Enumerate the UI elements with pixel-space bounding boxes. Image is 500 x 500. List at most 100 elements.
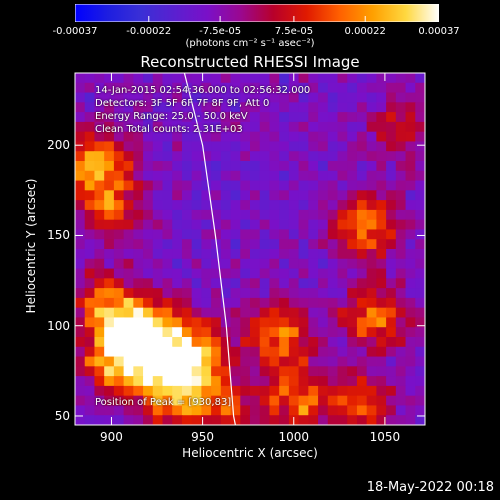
heatmap-cell: [211, 151, 222, 162]
heatmap-cell: [356, 141, 368, 152]
heatmap-cell: [230, 405, 241, 416]
heatmap-cell: [181, 385, 193, 397]
heatmap-cell: [259, 346, 271, 358]
heatmap-cell: [191, 219, 202, 231]
heatmap-cell: [201, 366, 212, 377]
heatmap-cell: [298, 151, 309, 162]
heatmap-cell: [386, 346, 397, 358]
heatmap-cell: [386, 258, 397, 270]
heatmap-cell: [75, 190, 86, 201]
heatmap-cell: [386, 190, 397, 201]
heatmap-cell: [104, 346, 115, 358]
heatmap-cell: [152, 200, 164, 211]
heatmap-cell: [318, 356, 329, 367]
heatmap-cell: [405, 141, 416, 152]
heatmap-cell: [152, 161, 164, 172]
heatmap-cell: [288, 307, 300, 319]
heatmap-cell: [104, 317, 115, 328]
heatmap-cell: [279, 219, 290, 231]
heatmap-cell: [162, 112, 173, 123]
heatmap-cell: [405, 112, 416, 123]
heatmap-cell: [240, 190, 251, 201]
heatmap-cell: [84, 385, 96, 397]
heatmap-cell: [133, 278, 144, 289]
heatmap-cell: [269, 170, 280, 182]
heatmap-cell: [143, 327, 154, 338]
heatmap-cell: [405, 415, 416, 425]
heatmap-cell: [366, 297, 377, 309]
heatmap-cell: [172, 141, 183, 152]
heatmap-cell: [405, 327, 416, 338]
heatmap-cell: [123, 268, 134, 279]
heatmap-cell: [386, 376, 397, 387]
heatmap-cell: [240, 356, 251, 367]
heatmap-cell: [143, 297, 154, 309]
heatmap-cell: [347, 327, 358, 338]
heatmap-cell: [201, 337, 212, 348]
heatmap-cell: [220, 307, 232, 319]
heatmap-cell: [211, 161, 222, 172]
heatmap-cell: [94, 337, 105, 348]
heatmap-cell: [104, 209, 115, 221]
heatmap-cell: [259, 73, 271, 84]
heatmap-cell: [230, 366, 241, 377]
heatmap-cell: [123, 151, 134, 162]
heatmap-cell: [269, 327, 280, 338]
heatmap-cell: [347, 258, 358, 270]
heatmap-cell: [230, 288, 241, 299]
heatmap-cell: [318, 268, 329, 279]
heatmap-cell: [133, 219, 144, 231]
heatmap-cell: [162, 73, 173, 84]
heatmap-cell: [318, 249, 329, 260]
heatmap-cell: [211, 297, 222, 309]
heatmap-cell: [356, 102, 368, 113]
heatmap-cell: [133, 405, 144, 416]
heatmap-cell: [288, 161, 300, 172]
heatmap-cell: [318, 239, 329, 250]
heatmap-cell: [94, 180, 105, 191]
heatmap-cell: [250, 82, 261, 94]
heatmap-cell: [347, 180, 358, 191]
heatmap-cell: [250, 395, 261, 407]
heatmap-cell: [347, 200, 358, 211]
heatmap-cell: [337, 170, 348, 182]
heatmap-cell: [250, 405, 261, 416]
heatmap-cell: [415, 278, 425, 289]
heatmap-cell: [113, 92, 125, 103]
heatmap-cell: [211, 121, 222, 133]
heatmap-cell: [191, 121, 202, 133]
heatmap-cell: [181, 346, 193, 358]
heatmap-cell: [172, 102, 183, 113]
heatmap-cell: [181, 82, 193, 94]
heatmap-cell: [395, 229, 407, 240]
heatmap-cell: [308, 297, 319, 309]
heatmap-cell: [220, 376, 232, 387]
heatmap-cell: [104, 131, 115, 143]
heatmap-cell: [133, 288, 144, 299]
heatmap-cell: [230, 385, 241, 397]
x-tick-label: 900: [100, 430, 123, 444]
heatmap-cell: [172, 121, 183, 133]
heatmap-cell: [366, 278, 377, 289]
heatmap-cell: [386, 366, 397, 377]
heatmap-cell: [113, 307, 125, 319]
heatmap-cell: [376, 151, 387, 162]
heatmap-cell: [201, 131, 212, 143]
heatmap-cell: [84, 395, 96, 407]
heatmap-cell: [75, 297, 86, 309]
heatmap-cell: [308, 161, 319, 172]
heatmap-cell: [230, 356, 241, 367]
heatmap-cell: [405, 366, 416, 377]
heatmap-cell: [94, 92, 105, 103]
heatmap-cell: [337, 395, 348, 407]
heatmap-cell: [288, 190, 300, 201]
heatmap-cell: [318, 278, 329, 289]
heatmap-cell: [337, 200, 348, 211]
heatmap-cell: [104, 73, 115, 84]
heatmap-cell: [181, 180, 193, 191]
heatmap-cell: [113, 151, 125, 162]
heatmap-cell: [376, 190, 387, 201]
heatmap-cell: [279, 415, 290, 425]
heatmap-cell: [162, 327, 173, 338]
heatmap-cell: [113, 239, 125, 250]
